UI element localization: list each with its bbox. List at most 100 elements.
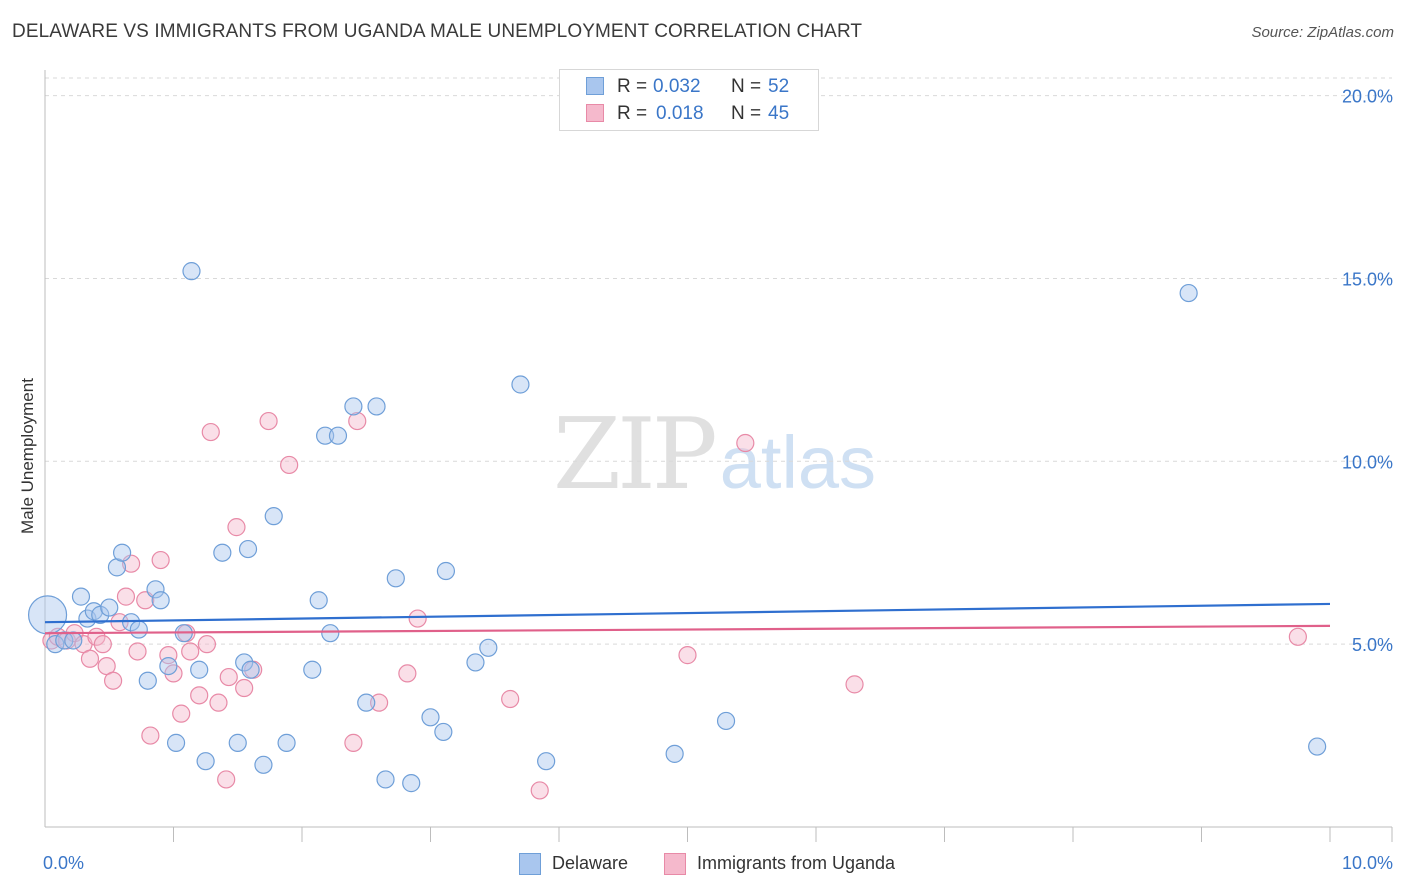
uganda-point: [736, 433, 755, 453]
delaware-point: [421, 708, 440, 727]
delaware-point: [436, 561, 456, 581]
legend-swatch-delaware: [586, 77, 604, 95]
delaware-point: [121, 613, 141, 632]
uganda-point: [530, 781, 549, 800]
delaware-point: [277, 733, 296, 752]
delaware-point: [367, 397, 386, 416]
delaware-point: [241, 660, 260, 679]
uganda-point: [151, 550, 170, 570]
delaware-point: [303, 660, 322, 679]
uganda-point: [219, 667, 238, 687]
grid-lines: [45, 77, 1392, 645]
delaware-point: [479, 638, 498, 657]
uganda-point: [408, 609, 427, 628]
uganda-point: [1288, 627, 1307, 646]
bottom-legend-label-uganda: Immigrants from Uganda: [697, 853, 896, 873]
tick-labels: 5.0% 10.0% 15.0% 20.0% 0.0% 10.0%: [43, 87, 1393, 873]
delaware-point: [146, 580, 165, 599]
x-tick-label: 0.0%: [43, 853, 84, 873]
delaware-trend-line: [44, 602, 1331, 624]
data-points: [27, 262, 1327, 800]
uganda-point: [678, 646, 697, 665]
delaware-point: [386, 569, 405, 588]
delaware-point: [213, 543, 232, 562]
uganda-point: [344, 733, 363, 752]
delaware-point: [228, 733, 247, 752]
uganda-point: [235, 678, 254, 698]
delaware-point: [321, 624, 340, 643]
uganda-point: [348, 411, 367, 431]
uganda-point: [116, 587, 136, 606]
delaware-point: [138, 671, 157, 690]
legend-swatch-uganda: [586, 104, 604, 122]
uganda-point: [501, 689, 520, 709]
delaware-point: [112, 543, 132, 562]
uganda-point: [80, 649, 100, 668]
delaware-point: [235, 653, 254, 672]
y-tick-label: 20.0%: [1342, 87, 1393, 107]
source-credit: Source: ZipAtlas.com: [1251, 24, 1394, 41]
legend-r-value: 0.032: [653, 76, 701, 97]
uganda-point: [845, 675, 864, 694]
delaware-point: [71, 587, 91, 606]
uganda-point: [201, 422, 220, 442]
uganda-point: [259, 411, 278, 431]
legend-n-value: 45: [768, 103, 790, 124]
delaware-point: [151, 591, 170, 610]
x-tick-label: 10.0%: [1342, 853, 1393, 873]
uganda-point: [104, 671, 123, 690]
uganda-trend-line: [44, 624, 1331, 635]
delaware-point: [190, 660, 209, 679]
uganda-point: [128, 642, 147, 661]
delaware-point: [376, 770, 395, 789]
y-tick-label: 5.0%: [1352, 635, 1393, 655]
stats-legend: R = 0.032 N = 52 R = 0.018 N = 45: [559, 69, 819, 131]
uganda-point: [197, 635, 217, 654]
trend-lines: [44, 602, 1331, 635]
delaware-point: [1179, 283, 1198, 303]
chart-title: DELAWARE VS IMMIGRANTS FROM UGANDA MALE …: [12, 21, 863, 42]
legend-n-label: N =: [731, 76, 762, 97]
uganda-point: [190, 686, 209, 705]
delaware-point: [100, 598, 119, 617]
delaware-point: [27, 595, 68, 635]
uganda-point: [280, 455, 299, 475]
uganda-point: [181, 642, 200, 661]
delaware-point: [716, 711, 736, 731]
delaware-point: [238, 539, 258, 559]
legend-r-value: 0.018: [656, 103, 704, 124]
delaware-point: [316, 426, 335, 445]
delaware-point: [309, 591, 328, 610]
delaware-point: [537, 752, 556, 771]
delaware-point: [64, 631, 83, 650]
y-tick-label: 15.0%: [1342, 269, 1393, 289]
uganda-point: [227, 518, 246, 537]
delaware-point: [159, 656, 178, 676]
uganda-point: [217, 770, 236, 789]
legend-r-label: R =: [617, 76, 648, 97]
y-tick-label: 10.0%: [1342, 452, 1393, 472]
delaware-point: [665, 744, 684, 763]
delaware-point: [1308, 737, 1327, 756]
delaware-point: [264, 507, 283, 526]
delaware-point: [254, 755, 273, 774]
bottom-legend-label-delaware: Delaware: [552, 853, 629, 873]
uganda-point: [172, 704, 191, 723]
delaware-point: [344, 397, 363, 416]
legend-r-label: R =: [617, 103, 648, 124]
uganda-point: [209, 693, 228, 712]
uganda-point: [370, 693, 389, 712]
delaware-point: [166, 733, 186, 752]
uganda-point: [141, 726, 160, 745]
delaware-point: [511, 375, 530, 394]
bottom-legend-swatch-uganda: [664, 853, 686, 875]
legend-n-value: 52: [768, 76, 790, 97]
bottom-legend-swatch-delaware: [519, 853, 541, 875]
delaware-point: [466, 653, 485, 672]
delaware-point: [328, 426, 348, 445]
delaware-point: [182, 262, 201, 281]
delaware-point: [402, 774, 421, 793]
uganda-point: [398, 664, 417, 683]
delaware-point: [434, 722, 453, 742]
